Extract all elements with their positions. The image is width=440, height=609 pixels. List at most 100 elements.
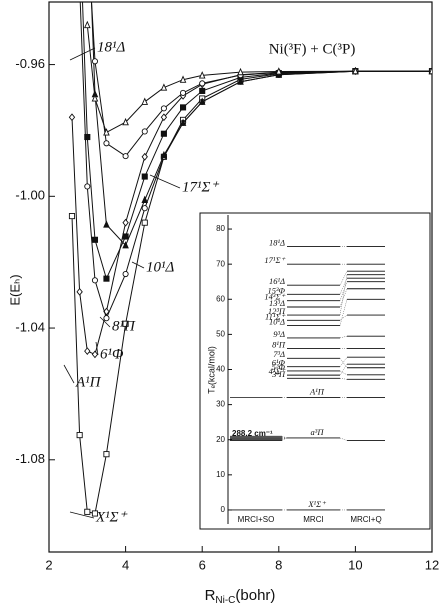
x-tick-label: 8	[275, 557, 282, 572]
marker	[179, 75, 187, 83]
plot-frame	[48, 1, 433, 553]
level-connector	[339, 271, 348, 286]
marker	[199, 87, 206, 94]
level-label: a³Π	[311, 427, 325, 437]
level-label: 3³Π	[271, 369, 286, 379]
marker	[103, 275, 110, 282]
level-connector	[339, 335, 348, 339]
level-label: 17¹Σ⁺	[264, 255, 286, 265]
marker	[237, 67, 244, 76]
marker	[103, 220, 110, 228]
inset-y-tick-label: 0	[221, 505, 226, 514]
marker	[68, 213, 76, 220]
marker	[91, 350, 99, 359]
marker	[122, 233, 129, 240]
marker	[76, 432, 83, 439]
level-label: 13³Δ	[269, 298, 285, 308]
curve	[86, 25, 432, 134]
x-axis-label: RNi-C(bohr)	[205, 587, 276, 606]
label-leader	[69, 47, 96, 61]
y-tick-label: -1.04	[15, 319, 45, 334]
inset-annotation: 288.2 cm⁻¹	[232, 429, 273, 438]
marker	[122, 270, 129, 278]
marker	[141, 205, 148, 212]
marker	[84, 183, 91, 190]
level-label: 14³Σ⁺	[264, 292, 286, 302]
marker	[141, 152, 148, 161]
level-connector	[339, 364, 348, 376]
marker	[91, 236, 99, 243]
marker	[179, 104, 187, 111]
level-label: 4¹Σ⁺	[269, 366, 287, 376]
inset-y-tick-label: 40	[216, 365, 225, 374]
marker	[275, 67, 283, 75]
level-label: 5³Φ	[272, 362, 286, 372]
marker	[91, 277, 99, 284]
label-leader	[99, 316, 111, 328]
marker	[141, 97, 149, 105]
marker	[103, 315, 110, 322]
marker	[91, 510, 99, 517]
level-label: 10¹Δ	[269, 317, 285, 327]
y-axis-label: E(Eₕ)	[7, 274, 22, 305]
marker	[91, 94, 99, 102]
column-label: MRCI	[303, 515, 323, 524]
level-connector	[339, 437, 348, 441]
marker	[352, 66, 359, 75]
inset-y-tick-label: 20	[216, 435, 225, 444]
marker	[160, 150, 168, 159]
marker	[179, 89, 187, 96]
marker	[198, 97, 206, 105]
y-tick-label: -1.08	[15, 451, 45, 466]
x-tick-label: 2	[45, 557, 52, 572]
curve	[90, 2, 432, 247]
marker	[141, 173, 148, 180]
marker	[160, 105, 167, 112]
series-label: X¹Σ⁺	[95, 509, 128, 525]
marker	[103, 140, 110, 147]
level-connector	[339, 370, 348, 375]
label-leader	[131, 261, 145, 269]
level-connector	[339, 314, 348, 321]
x-label-main: R	[205, 587, 216, 604]
label-leader	[95, 341, 99, 356]
x-tick-label: 4	[122, 557, 129, 572]
level-label: 16¹Δ	[269, 276, 285, 286]
marker	[122, 320, 129, 327]
level-connector	[339, 278, 348, 295]
curves	[68, 2, 432, 517]
level-label: 18¹Δ	[269, 238, 285, 248]
marker	[68, 113, 76, 122]
inset-y-tick-label: 10	[216, 470, 225, 479]
marker	[122, 153, 129, 160]
series-label: A¹Π	[75, 374, 102, 390]
level-label: 9³Δ	[273, 329, 285, 339]
series-label: 18¹Δ	[97, 39, 125, 55]
x-label-sub: Ni-C	[215, 595, 235, 606]
inset-y-tick-label: 70	[216, 259, 225, 268]
marker	[160, 113, 168, 122]
marker	[122, 241, 129, 249]
column-label: MRCI+Q	[350, 515, 381, 524]
marker	[179, 118, 187, 126]
marker	[84, 508, 91, 515]
marker	[160, 83, 168, 91]
marker	[84, 133, 91, 141]
level-label: 6¹Φ	[272, 358, 286, 368]
marker	[141, 219, 148, 226]
label-leader	[69, 511, 95, 519]
y-tick-label: -1.00	[15, 188, 45, 203]
level-label: A¹Π	[309, 387, 325, 397]
y-tick-label: -0.96	[15, 56, 45, 71]
marker	[84, 20, 91, 29]
inset-y-tick-label: 30	[216, 400, 225, 409]
x-label-unit: (bohr)	[235, 587, 275, 604]
marker	[122, 117, 129, 126]
level-label: X¹Σ⁺	[307, 499, 327, 509]
inset-y-tick-label: 60	[216, 294, 225, 303]
inset-y-tick-label: 80	[216, 224, 225, 233]
asymptote-label: Ni(³F) + C(³P)	[269, 41, 356, 57]
marker	[76, 287, 83, 296]
marker	[199, 80, 206, 87]
inset-y-label: Tₑ(kcal/mol)	[206, 346, 216, 394]
